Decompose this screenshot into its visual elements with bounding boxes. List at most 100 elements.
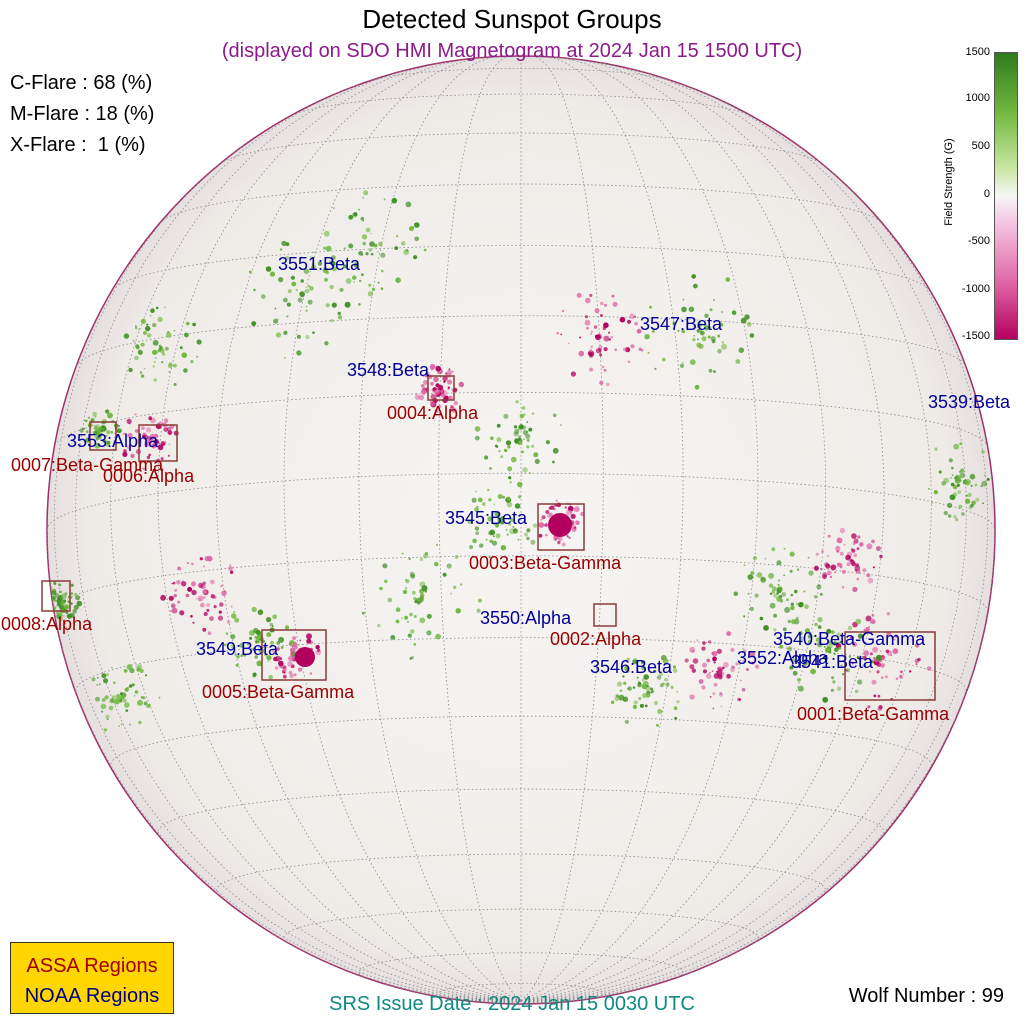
- field-patch: [287, 661, 293, 667]
- noaa-region-label[interactable]: 3539:Beta: [928, 392, 1011, 412]
- field-patch: [590, 345, 594, 349]
- field-patch: [634, 321, 638, 326]
- noaa-region-label[interactable]: 3553:Alpha: [67, 431, 159, 451]
- field-patch: [198, 582, 204, 588]
- field-patch: [167, 430, 173, 435]
- field-patch: [847, 625, 853, 631]
- noaa-region-label[interactable]: 3551:Beta: [278, 254, 361, 274]
- field-patch: [371, 287, 376, 292]
- field-patch: [511, 456, 517, 463]
- field-patch: [719, 322, 724, 327]
- noaa-region-label[interactable]: 3546:Beta: [590, 657, 673, 677]
- field-patch: [94, 424, 98, 428]
- field-patch: [434, 389, 440, 395]
- field-patch: [64, 604, 70, 610]
- assa-region-label[interactable]: 0004:Alpha: [387, 403, 479, 423]
- noaa-region-label[interactable]: 3550:Alpha: [480, 608, 572, 628]
- noaa-region-label[interactable]: 3552:Alpha: [737, 648, 829, 668]
- field-patch: [981, 480, 988, 487]
- region-box[interactable]: [138, 424, 178, 462]
- noaa-region-label[interactable]: 3545:Beta: [445, 508, 528, 528]
- field-patch: [408, 226, 414, 232]
- field-patch: [85, 439, 89, 442]
- assa-region-label[interactable]: 0001:Beta-Gamma: [797, 704, 950, 724]
- field-patch: [776, 592, 779, 595]
- field-patch: [505, 529, 508, 531]
- field-patch: [567, 342, 570, 345]
- field-patch: [423, 553, 429, 559]
- field-patch: [160, 594, 167, 601]
- field-patch: [289, 647, 296, 654]
- field-patch: [331, 266, 337, 272]
- assa-region-label[interactable]: 0005:Beta-Gamma: [202, 682, 355, 702]
- field-patch: [957, 490, 962, 494]
- field-patch: [626, 657, 630, 662]
- field-patch: [173, 363, 177, 368]
- assa-region-label[interactable]: 0008:Alpha: [1, 614, 93, 634]
- field-patch: [737, 697, 741, 702]
- assa-region-label[interactable]: 0002:Alpha: [550, 629, 642, 649]
- field-patch: [997, 488, 1000, 491]
- field-patch: [206, 603, 211, 607]
- field-patch: [422, 374, 425, 377]
- assa-region-label[interactable]: 0003:Beta-Gamma: [469, 553, 622, 573]
- field-patch: [632, 686, 636, 689]
- field-patch: [53, 581, 57, 585]
- x-flare-probability: X-Flare : 1 (%): [10, 134, 146, 156]
- field-patch: [653, 669, 657, 674]
- magnetic-field-patches: [47, 190, 1000, 732]
- field-patch: [836, 686, 842, 691]
- field-patch: [622, 696, 629, 702]
- field-patch: [523, 532, 529, 537]
- field-patch: [195, 597, 198, 600]
- field-patch: [173, 383, 177, 386]
- colorbar-label: Field Strength (G): [943, 138, 955, 226]
- field-patch: [123, 333, 130, 339]
- field-patch: [649, 305, 652, 309]
- field-patch: [941, 481, 946, 486]
- grid-line: [54, 391, 988, 446]
- field-patch: [404, 615, 409, 620]
- region-box[interactable]: [537, 503, 585, 551]
- field-patch: [784, 607, 791, 613]
- field-patch: [708, 671, 711, 674]
- field-patch: [573, 506, 580, 513]
- field-patch: [698, 329, 701, 332]
- noaa-region-label[interactable]: 3548:Beta: [347, 360, 430, 380]
- field-patch: [304, 288, 310, 294]
- field-patch: [300, 279, 304, 283]
- field-patch: [163, 427, 169, 432]
- field-patch: [709, 695, 712, 698]
- field-patch: [305, 309, 308, 312]
- field-patch: [688, 306, 695, 313]
- field-patch: [361, 273, 364, 276]
- field-patch: [252, 672, 257, 677]
- assa-region-label[interactable]: 0007:Beta-Gamma: [11, 455, 164, 475]
- field-patch: [419, 617, 426, 624]
- region-box[interactable]: [89, 421, 117, 451]
- region-box[interactable]: [844, 631, 936, 701]
- noaa-region-label[interactable]: 3549:Beta: [196, 639, 279, 659]
- field-patch: [876, 546, 881, 551]
- field-patch: [129, 723, 131, 726]
- region-legend: ASSA Regions NOAA Regions: [10, 942, 174, 1014]
- noaa-region-label[interactable]: 3540:Beta-Gamma: [773, 629, 926, 649]
- noaa-region-label[interactable]: 3547:Beta: [640, 314, 723, 334]
- field-patch: [731, 310, 737, 316]
- field-patch: [477, 598, 482, 603]
- region-box[interactable]: [261, 629, 327, 681]
- field-patch: [113, 681, 116, 684]
- field-patch: [713, 299, 715, 301]
- field-patch: [730, 647, 735, 653]
- region-box[interactable]: [41, 580, 71, 612]
- noaa-region-label[interactable]: 3541:Beta: [791, 652, 874, 672]
- grid-line: [512, 1000, 522, 1004]
- field-patch: [544, 523, 548, 527]
- field-patch: [325, 245, 332, 252]
- region-box[interactable]: [427, 375, 455, 401]
- field-patch: [779, 644, 784, 649]
- field-patch: [676, 700, 680, 704]
- region-box[interactable]: [593, 603, 617, 627]
- field-patch: [960, 468, 965, 473]
- assa-region-label[interactable]: 0006:Alpha: [103, 466, 195, 486]
